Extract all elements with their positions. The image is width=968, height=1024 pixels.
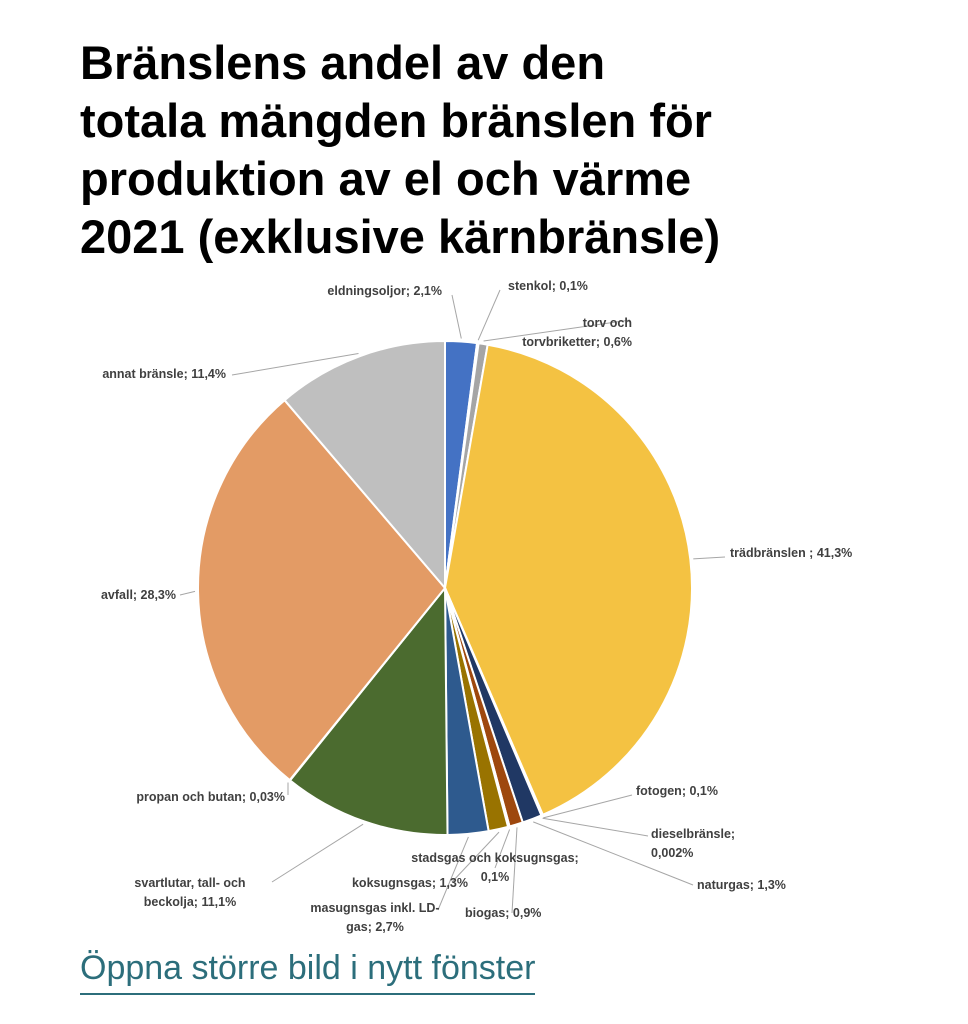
pie-slices xyxy=(197,339,693,837)
leader-line-eldningsoljor xyxy=(451,294,462,339)
leader-lines xyxy=(179,289,726,914)
slice-labels: eldningsoljor; 2,1% stenkol; 0,1% torv och… xyxy=(101,279,852,934)
title-line-2: totala mängden bränslen för xyxy=(80,94,712,147)
leader-line-naturgas xyxy=(533,821,694,886)
slice-label-stadsgas: stadsgas och koksugnsgas; 0,1% xyxy=(411,851,578,884)
slice-label-eldningsoljor: eldningsoljor; 2,1% xyxy=(327,284,442,298)
slice-label-masugnsgas: masugnsgas inkl. LD-gas; 2,7% xyxy=(310,901,439,934)
open-larger-image-link[interactable]: Öppna större bild i nytt fönster xyxy=(80,945,536,995)
pie-slice-svartlutar xyxy=(288,585,449,836)
slice-label-diesel: dieselbränsle; 0,002% xyxy=(651,827,735,860)
leader-line-masugnsgas xyxy=(437,836,469,911)
leader-line-annat xyxy=(231,353,359,376)
slice-label-stenkol: stenkol; 0,1% xyxy=(508,279,588,293)
slice-label-tradbransle: trädbränslen ; 41,3% xyxy=(730,546,852,560)
pie-slice-tradbransle xyxy=(443,343,693,817)
slice-label-avfall: avfall; 28,3% xyxy=(101,588,176,602)
title-line-3: produktion av el och värme xyxy=(80,152,692,205)
slice-label-biogas: biogas; 0,9% xyxy=(465,906,541,920)
leader-line-biogas xyxy=(511,827,518,914)
pie-chart: eldningsoljor; 2,1% stenkol; 0,1% torv och… xyxy=(101,279,852,934)
leader-line-diesel xyxy=(542,817,649,837)
leader-line-koksugnsgas xyxy=(451,831,500,883)
leader-line-avfall xyxy=(179,590,196,596)
title-line-4: 2021 (exklusive kärnbränsle) xyxy=(80,210,721,263)
pie-slice-avfall xyxy=(197,398,447,782)
leader-line-svartlutar xyxy=(271,823,364,883)
slice-label-annat: annat bränsle; 11,4% xyxy=(102,367,226,381)
slice-label-fotogen: fotogen; 0,1% xyxy=(636,784,718,798)
pie-slice-annat xyxy=(283,339,446,591)
slice-label-torv: torv och torvbriketter; 0,6% xyxy=(522,316,632,349)
leader-line-stenkol xyxy=(477,289,501,341)
leader-line-stadsgas xyxy=(494,829,511,869)
slice-label-koksugnsgas: koksugnsgas; 1,3% xyxy=(352,876,468,890)
leader-line-fotogen xyxy=(543,794,633,819)
slice-label-svartlutar: svartlutar, tall- och beckolja; 11,1% xyxy=(134,876,245,909)
slice-label-naturgas: naturgas; 1,3% xyxy=(697,878,786,892)
leader-line-tradbransle xyxy=(693,556,726,560)
title-line-1: Bränslens andel av den xyxy=(80,36,606,89)
chart-title: Bränslens andel av den totala mängden br… xyxy=(80,34,940,266)
slice-label-propan: propan och butan; 0,03% xyxy=(136,790,285,804)
leader-line-torv xyxy=(483,319,631,342)
